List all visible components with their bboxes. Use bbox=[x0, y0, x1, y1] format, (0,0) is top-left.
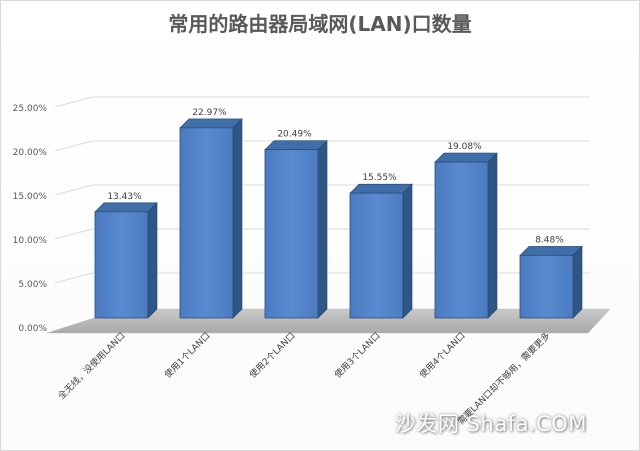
bar-front bbox=[94, 211, 149, 319]
y-tick-label: 10.00% bbox=[13, 236, 48, 246]
x-category-label: 使用4个LAN口 bbox=[417, 330, 468, 381]
bar-front bbox=[179, 127, 234, 319]
gridline bbox=[54, 140, 590, 152]
bar-front bbox=[519, 254, 574, 319]
bar-top bbox=[349, 183, 413, 194]
bar-side bbox=[572, 245, 583, 319]
data-label: 15.55% bbox=[362, 173, 397, 183]
bar-side bbox=[402, 183, 413, 319]
bar: 22.97% bbox=[179, 108, 243, 319]
bar: 15.55% bbox=[349, 173, 413, 319]
bar-front bbox=[264, 149, 319, 319]
bar-top bbox=[434, 152, 498, 163]
bar-top bbox=[264, 140, 328, 150]
bar: 19.08% bbox=[434, 142, 498, 319]
bar-side bbox=[487, 152, 498, 319]
gridline bbox=[54, 96, 590, 108]
data-label: 22.97% bbox=[192, 108, 227, 118]
y-tick-label: 20.00% bbox=[13, 148, 48, 158]
bar-side bbox=[232, 118, 243, 319]
data-label: 8.48% bbox=[535, 235, 564, 245]
x-category-label: 使用1个LAN口 bbox=[162, 330, 213, 381]
bar: 13.43% bbox=[94, 192, 158, 319]
y-tick-label: 15.00% bbox=[13, 192, 48, 202]
y-tick-label: 25.00% bbox=[13, 104, 48, 114]
chart-title: 常用的路由器局域网(LAN)口数量 bbox=[168, 12, 472, 36]
data-label: 20.49% bbox=[277, 130, 312, 140]
y-tick-label: 0.00% bbox=[18, 324, 47, 334]
watermark-text: 沙发网 Shafa.COM bbox=[395, 412, 587, 436]
bar-top bbox=[519, 246, 583, 256]
x-category-label: 使用3个LAN口 bbox=[332, 330, 383, 381]
bar: 8.48% bbox=[519, 235, 583, 319]
bar-side bbox=[147, 202, 158, 319]
x-category-label: 全无线，没使用LAN口 bbox=[55, 330, 127, 402]
y-tick-label: 5.00% bbox=[18, 280, 47, 290]
bar-front bbox=[349, 192, 404, 319]
data-label: 13.43% bbox=[107, 192, 142, 202]
bar: 20.49% bbox=[264, 130, 328, 319]
x-category-label: 使用2个LAN口 bbox=[247, 330, 298, 381]
gridline bbox=[54, 184, 590, 196]
bar-top bbox=[179, 118, 243, 129]
bar-side bbox=[317, 139, 328, 319]
gridline bbox=[54, 228, 590, 240]
bar-top bbox=[94, 202, 158, 213]
gridline bbox=[54, 272, 590, 284]
bar-front bbox=[434, 161, 489, 319]
data-label: 19.08% bbox=[447, 142, 482, 152]
